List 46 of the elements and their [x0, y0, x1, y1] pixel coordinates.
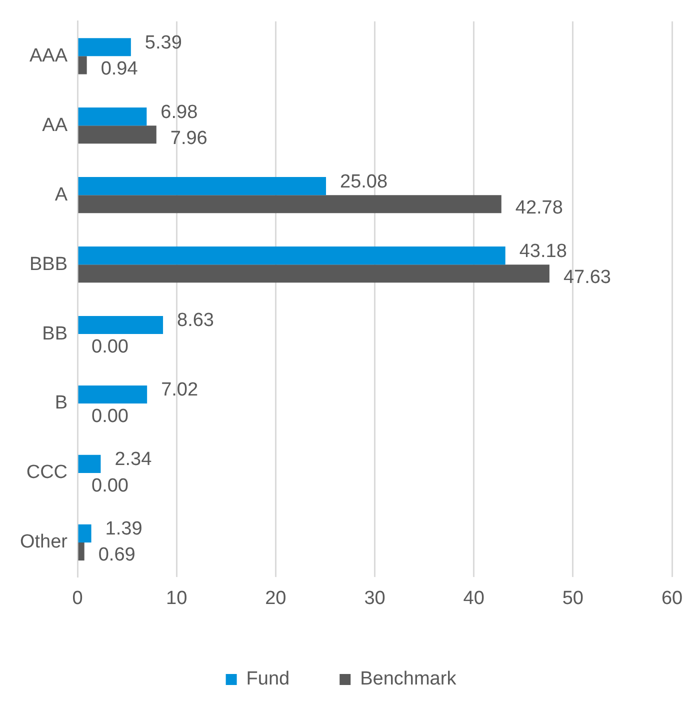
y-tick-label: AAA [29, 45, 68, 66]
data-label: 42.78 [515, 197, 563, 218]
data-label: 1.39 [105, 518, 142, 540]
bar [78, 454, 101, 473]
data-label: 8.63 [177, 310, 214, 332]
bar [78, 195, 502, 214]
x-tick-label: 10 [166, 588, 188, 609]
data-label: 0.94 [100, 58, 138, 80]
data-label: 0.00 [92, 406, 129, 427]
y-tick-label: BBB [29, 254, 68, 275]
bar [78, 264, 550, 283]
y-tick-label: BB [42, 323, 68, 344]
data-label: 43.18 [519, 240, 567, 262]
x-tick-label: 30 [364, 588, 386, 609]
x-tick-label: 0 [72, 588, 83, 609]
data-label: 0.00 [92, 336, 129, 358]
bar [78, 385, 148, 404]
data-label: 7.02 [161, 380, 198, 401]
x-tick-label: 60 [661, 588, 683, 609]
legend-label: Fund [246, 668, 290, 690]
bar [78, 542, 84, 561]
bar [78, 177, 326, 196]
data-label: 6.98 [160, 102, 198, 123]
y-tick-label: CCC [26, 462, 68, 484]
x-tick-label: 40 [463, 588, 484, 609]
data-label: 0.69 [98, 544, 136, 566]
y-tick-label: AA [42, 114, 68, 136]
legend-label: Benchmark [360, 668, 457, 690]
bar [78, 56, 87, 74]
x-tick-label: 20 [265, 588, 286, 609]
bar [78, 246, 506, 265]
data-label: 2.34 [114, 449, 152, 470]
bar [78, 316, 164, 334]
data-label: 5.39 [144, 32, 182, 54]
bar [78, 524, 92, 542]
y-tick-label: B [54, 392, 68, 414]
data-label: 7.96 [170, 128, 208, 149]
y-tick-label: A [54, 184, 68, 206]
bar [78, 108, 147, 126]
data-label: 0.00 [92, 475, 129, 496]
bar [78, 38, 131, 56]
data-label: 47.63 [563, 266, 611, 288]
x-tick-label: 50 [562, 588, 584, 609]
y-tick-label: Other [20, 532, 68, 553]
bar [78, 126, 156, 144]
data-label: 25.08 [340, 171, 388, 192]
